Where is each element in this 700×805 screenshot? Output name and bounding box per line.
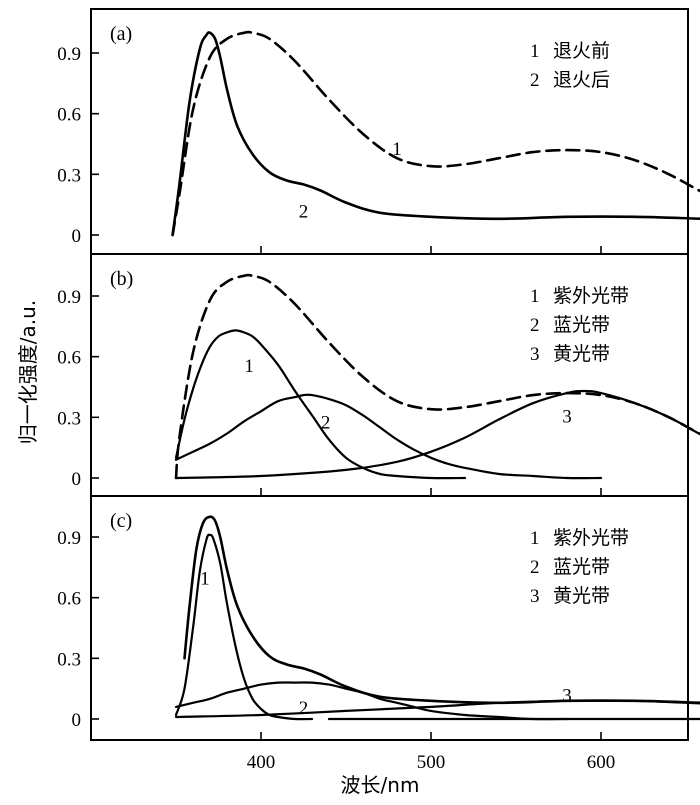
curve-label-2: 2: [299, 202, 309, 223]
curve-label-1: 1: [244, 356, 254, 377]
curve-label-2: 2: [299, 698, 309, 719]
x-tick-label: 400: [247, 752, 276, 773]
curve-label-3: 3: [562, 686, 572, 707]
y-tick-label: 0.9: [57, 44, 81, 65]
y-axis-title: 归一化强度/a.u.: [16, 300, 40, 444]
series-line-2: [171, 31, 700, 237]
series-line-3: [174, 389, 700, 480]
legend-number: 3: [530, 586, 540, 607]
legend-entry: 紫外光带: [553, 527, 629, 549]
curve-label-1: 1: [392, 139, 402, 160]
y-tick-label: 0.3: [57, 165, 81, 186]
legend-entry: 蓝光带: [553, 314, 610, 336]
legend-entry: 紫外光带: [553, 285, 629, 307]
legend-number: 1: [530, 41, 540, 62]
legend-number: 2: [530, 70, 540, 91]
legend-entry: 黄光带: [553, 585, 610, 607]
curve-label-3: 3: [562, 406, 572, 427]
curve-label-2: 2: [321, 412, 331, 433]
series-line-2: [174, 393, 603, 480]
panel-label: (b): [110, 268, 133, 290]
legend-number: 1: [530, 286, 540, 307]
y-tick-label: 0: [72, 710, 82, 731]
y-tick-label: 0: [72, 469, 82, 490]
legend-number: 2: [530, 315, 540, 336]
y-tick-label: 0.6: [57, 589, 81, 610]
x-tick-label: 500: [417, 752, 446, 773]
y-tick-label: 0.9: [57, 528, 81, 549]
legend-number: 2: [530, 557, 540, 578]
panel-2: 0 0.3 0.6 0.9 (b) 1 紫外光带 2 蓝光带 3 黄光带 1 2 3: [57, 268, 700, 496]
legend-entry: 退火后: [553, 69, 610, 91]
panel-label: (c): [110, 510, 132, 532]
legend-entry: 黄光带: [553, 343, 610, 365]
legend-entry: 蓝光带: [553, 556, 610, 578]
curve-label-1: 1: [200, 568, 210, 589]
series-line-1: [174, 329, 467, 480]
legend-number: 1: [530, 528, 540, 549]
series-line-3: [174, 699, 700, 719]
y-tick-label: 0.6: [57, 348, 81, 369]
panel-1: 0 0.3 0.6 0.9 (a) 1 退火前 2 退火后 1 2: [57, 23, 700, 254]
panel-3: 00.30.60.9400500600700(c)1紫外光带2蓝光带3黄光带12…: [57, 510, 700, 773]
panel-label: (a): [110, 23, 132, 45]
y-tick-label: 0: [72, 226, 82, 247]
y-tick-label: 0.3: [57, 649, 81, 670]
series-line-1: [171, 30, 700, 237]
legend-entry: 退火前: [553, 40, 610, 62]
y-tick-label: 0.3: [57, 408, 81, 429]
legend-number: 3: [530, 344, 540, 365]
plot-frame: [90, 8, 689, 741]
series-line-2: [174, 681, 569, 721]
y-tick-label: 0.6: [57, 105, 81, 126]
series-line-1: [174, 533, 314, 721]
x-axis-title: 波长/nm: [341, 773, 420, 797]
y-tick-label: 0.9: [57, 287, 81, 308]
x-tick-label: 600: [587, 752, 616, 773]
